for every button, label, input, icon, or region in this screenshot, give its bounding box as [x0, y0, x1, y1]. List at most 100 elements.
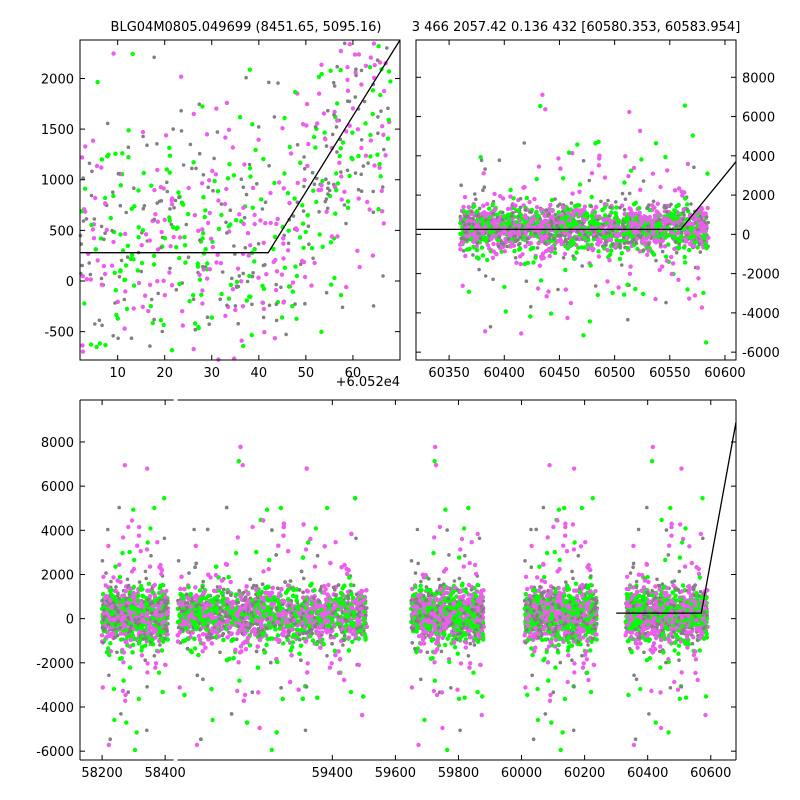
recent-xtick-label: 60600 [704, 366, 745, 381]
zoom-point [388, 79, 393, 84]
zoom-point [191, 111, 196, 117]
zoom-point [263, 263, 267, 267]
full-point [129, 569, 135, 574]
recent-point [628, 264, 633, 269]
full-point [147, 625, 152, 631]
recent-point [641, 248, 646, 252]
full-point [138, 549, 143, 554]
recent-point [556, 210, 561, 215]
zoom-point [272, 180, 277, 186]
recent-point [563, 287, 568, 292]
zoom-point [171, 234, 176, 240]
full-point [146, 597, 150, 602]
recent-point [696, 276, 701, 281]
recent-point [502, 249, 507, 254]
zoom-xticks: 10 20 30 40 50 60 [109, 40, 361, 381]
zoom-point [334, 125, 339, 129]
recent-point [665, 168, 670, 173]
recent-point [528, 232, 534, 237]
recent-point [617, 256, 623, 262]
recent-point [673, 208, 678, 214]
zoom-point [174, 245, 179, 250]
recent-point [499, 249, 504, 254]
recent-point [615, 218, 621, 224]
zoom-point [161, 322, 166, 328]
zoom-point [151, 253, 157, 258]
full-point [104, 571, 108, 575]
zoom-point [301, 209, 306, 213]
recent-point [651, 199, 656, 204]
full-point [108, 737, 112, 741]
recent-point [653, 141, 659, 146]
full-point [156, 600, 161, 605]
recent-point [587, 319, 593, 324]
zoom-point [252, 259, 257, 264]
full-point [152, 582, 157, 588]
zoom-point [359, 189, 364, 193]
zoom-point [302, 177, 307, 183]
zoom-point [247, 67, 252, 72]
zoom-point [281, 241, 286, 246]
zoom-point [181, 202, 186, 207]
zoom-point [101, 263, 107, 269]
recent-point [627, 271, 633, 276]
zoom-point [190, 166, 194, 171]
recent-point [661, 216, 666, 221]
recent-point [611, 242, 615, 247]
zoom-point [171, 225, 176, 230]
recent-point [578, 212, 583, 217]
recent-point [577, 189, 582, 194]
zoom-point [263, 221, 268, 226]
zoom-point [139, 269, 144, 274]
recent-point [574, 237, 579, 241]
recent-ytick-label: 6000 [742, 111, 775, 126]
recent-point [513, 223, 518, 228]
zoom-point [164, 167, 169, 172]
zoom-xtick-label: 50 [298, 366, 315, 381]
zoom-point [224, 100, 230, 106]
zoom-point [228, 282, 234, 288]
zoom-point [335, 118, 340, 123]
recent-point [613, 211, 618, 216]
recent-point [533, 255, 538, 260]
recent-point [637, 249, 643, 254]
recent-point [692, 244, 697, 249]
recent-point [592, 220, 598, 225]
zoom-point [293, 89, 298, 95]
zoom-point [139, 243, 144, 248]
zoom-point [223, 135, 228, 140]
zoom-point [201, 264, 205, 269]
title-left: BLG04M0805.049699 (8451.65, 5095.16) [111, 20, 382, 35]
zoom-point [81, 176, 85, 180]
zoom-point [122, 326, 127, 331]
zoom-point [147, 282, 153, 287]
zoom-point [328, 68, 333, 73]
recent-point [633, 286, 638, 292]
full-point [140, 622, 145, 628]
zoom-point [274, 269, 280, 274]
zoom-point [354, 73, 358, 78]
zoom-point [159, 229, 164, 235]
zoom-point [264, 272, 269, 277]
zoom-point [90, 169, 94, 174]
zoom-point [215, 252, 220, 257]
recent-point [695, 265, 700, 270]
full-point [131, 584, 137, 590]
full-point [100, 598, 104, 603]
recent-point [538, 103, 543, 109]
zoom-point [367, 65, 373, 70]
recent-point [533, 231, 538, 236]
recent-point [586, 237, 591, 242]
recent-point [543, 220, 548, 225]
zoom-point [168, 266, 172, 271]
zoom-point [293, 264, 298, 269]
zoom-point [129, 252, 135, 258]
zoom-point [230, 145, 235, 150]
full-point [159, 567, 165, 573]
full-point [113, 564, 118, 569]
zoom-point [243, 246, 248, 250]
recent-point [550, 244, 555, 249]
recent-point [488, 325, 493, 329]
full-point [118, 631, 124, 636]
zoom-point [254, 182, 259, 186]
